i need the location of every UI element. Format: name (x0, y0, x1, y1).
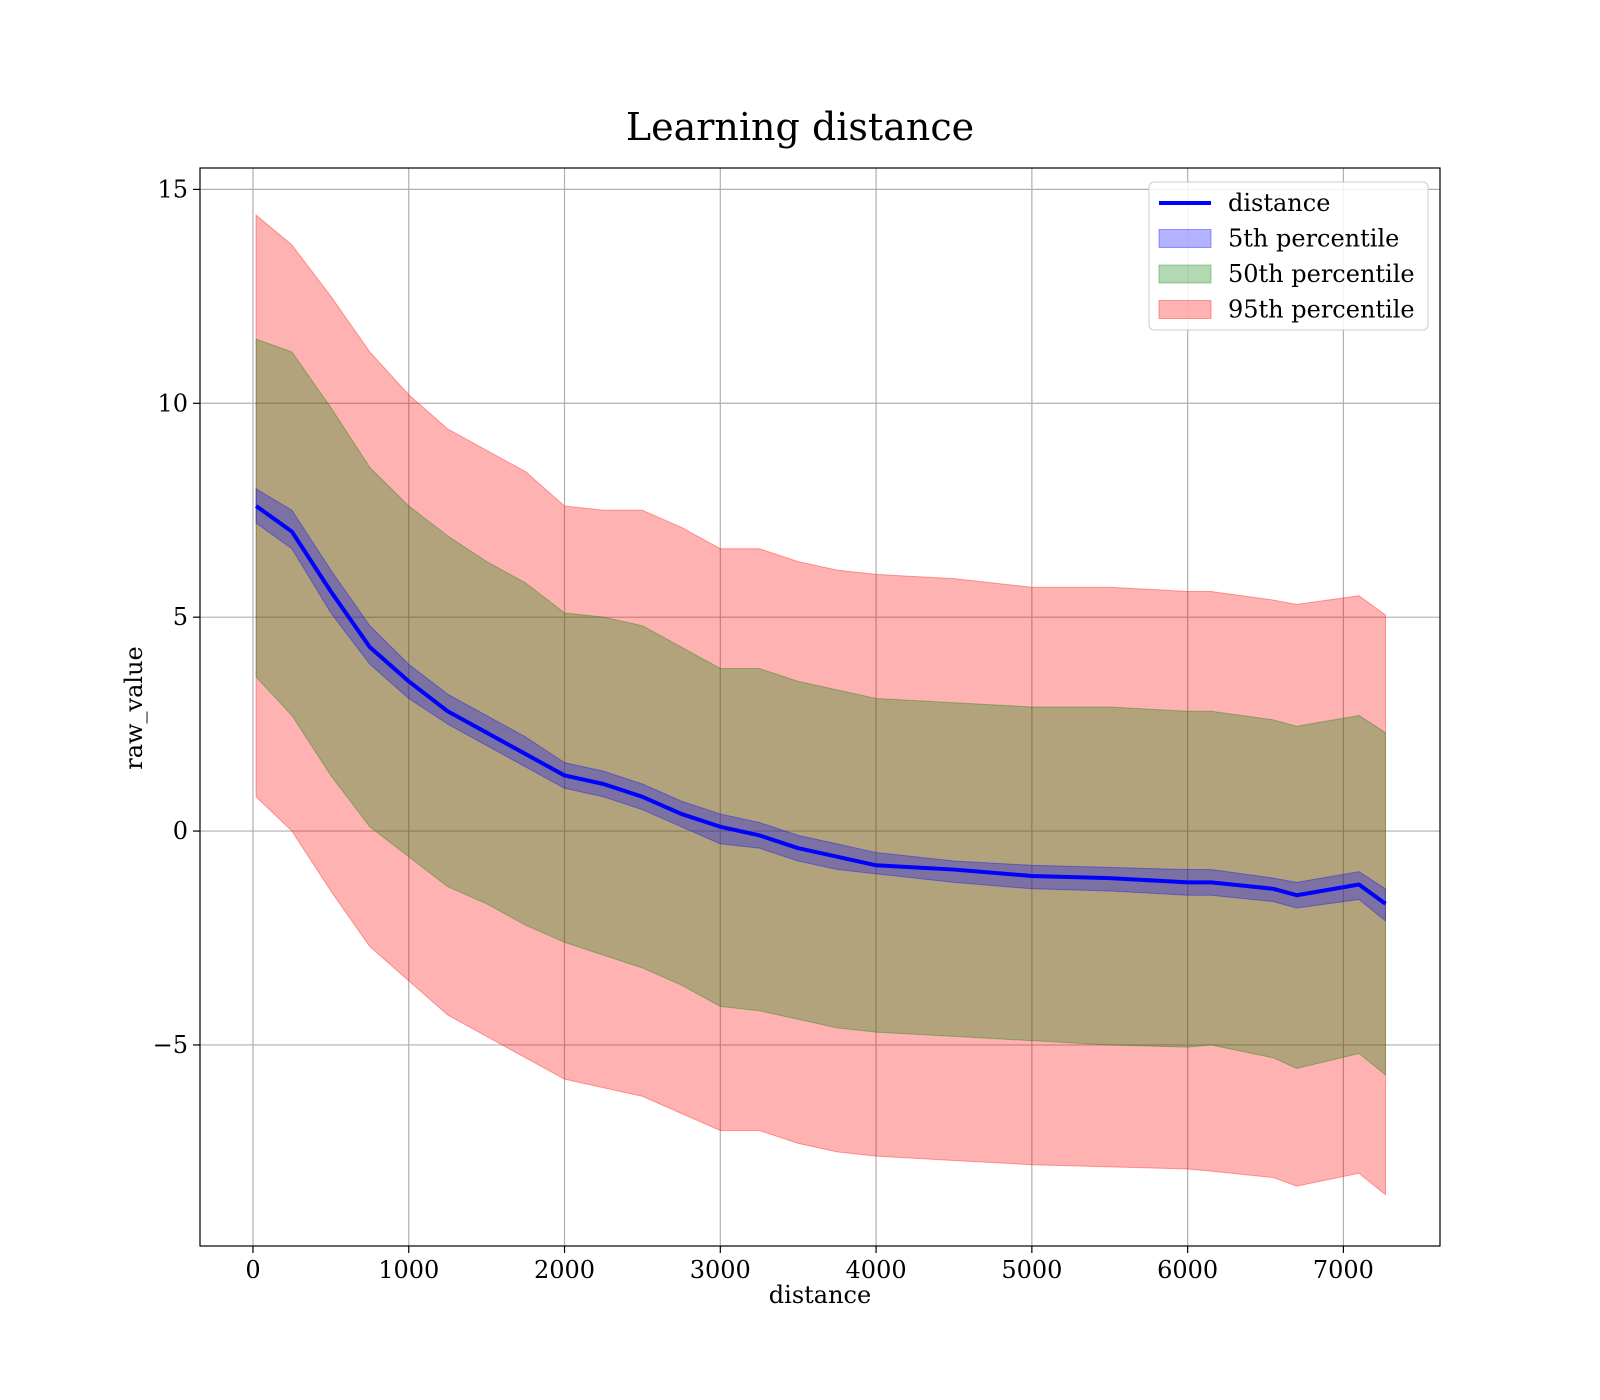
band-95th-percentile (255, 213, 1386, 1196)
y-tick-label: 15 (157, 175, 188, 203)
x-tick-label: 4000 (846, 1256, 907, 1284)
legend-swatch-band (1158, 264, 1212, 284)
x-tick-label: 0 (245, 1256, 260, 1284)
x-axis-label: distance (769, 1281, 871, 1309)
x-tick-label: 5000 (1001, 1256, 1062, 1284)
y-axis-label: raw_value (120, 646, 148, 770)
legend: distance 5th percentile 50th percentile 95t… (1148, 181, 1429, 331)
legend-swatch-band (1158, 300, 1212, 319)
band-50th-percentile (255, 338, 1386, 1076)
legend-box (1148, 181, 1429, 331)
y-tick-label: −5 (153, 1031, 188, 1059)
band-5th-percentile (255, 487, 1386, 922)
x-axis-ticks: 0 1000 2000 3000 4000 5000 6000 7000 (245, 1246, 1374, 1284)
y-axis-ticks: −5 0 5 10 15 (153, 175, 200, 1059)
series-lines (254, 504, 1387, 906)
line-distance (254, 504, 1387, 906)
y-tick-label: 5 (173, 603, 188, 631)
y-tick-label: 10 (157, 389, 188, 417)
chart-title: Learning distance (626, 105, 974, 149)
legend-label: distance (1228, 189, 1330, 217)
percentile-bands (255, 213, 1386, 1196)
plot-frame (199, 167, 1441, 1247)
x-tick-label: 2000 (534, 1256, 595, 1284)
x-tick-label: 1000 (378, 1256, 439, 1284)
legend-label: 95th percentile (1228, 296, 1415, 324)
y-tick-label: 0 (173, 817, 188, 845)
legend-label: 50th percentile (1228, 260, 1415, 288)
x-tick-label: 3000 (690, 1256, 751, 1284)
legend-label: 5th percentile (1228, 225, 1399, 253)
x-tick-label: 7000 (1313, 1256, 1374, 1284)
x-tick-label: 6000 (1157, 1256, 1218, 1284)
legend-swatch-band (1158, 229, 1212, 248)
